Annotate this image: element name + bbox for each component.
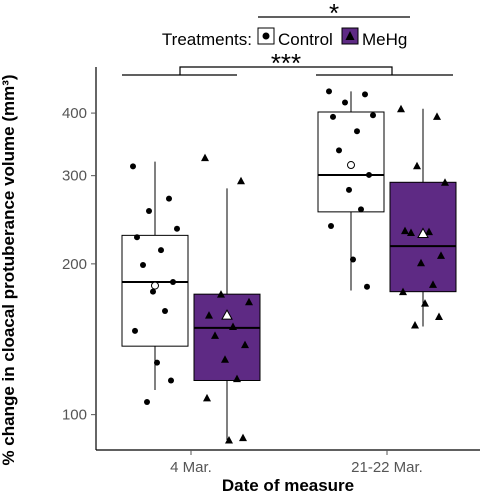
data-point [401,226,409,235]
data-point [170,279,176,286]
box-mehg-1 [389,104,457,329]
data-point [241,340,249,349]
mean-marker [151,281,159,290]
legend: Treatments: Control MeHg [162,27,407,49]
box-control-0 [121,161,189,405]
data-point [413,161,421,170]
legend-key-mehg [341,27,359,45]
data-point [174,225,180,232]
legend-label-control: Control [278,30,333,49]
data-point [441,178,449,186]
x-axis-title: Date of measure [222,476,354,495]
significance-treatments: *** [122,48,453,78]
data-point [411,320,419,329]
y-tick-label-2: 300 [62,168,87,185]
data-point [336,147,342,154]
data-point [342,99,348,106]
x-tick-label-1: 21-22 Mar. [351,459,423,476]
data-point [132,327,138,334]
y-tick-label-1: 200 [62,256,87,273]
data-point [358,206,364,213]
data-point [166,195,172,202]
data-point [229,322,237,330]
data-point [350,256,356,263]
data-point [150,288,156,295]
data-point [399,287,407,296]
data-point [245,297,253,306]
y-axis-title: % change in cloacal protuberance volume … [0,74,18,465]
significance-treatments-label: *** [271,48,301,78]
box-body [317,111,385,213]
data-point [370,112,376,119]
data-point [205,311,213,319]
box-mehg-0 [193,153,261,444]
data-point [397,104,405,113]
data-point [354,128,360,135]
data-point [162,308,168,315]
data-point [433,112,441,120]
data-point [425,227,433,236]
legend-title: Treatments: [162,30,252,49]
data-point [366,171,372,178]
data-point [217,290,225,298]
data-point [203,393,211,402]
data-point [326,88,332,95]
data-point [168,377,174,384]
data-point [364,283,370,290]
y-tick-label-0: 100 [62,407,87,424]
data-point [330,113,336,120]
data-point [417,258,425,267]
mean-marker [221,309,233,320]
data-point [239,433,247,442]
data-point [158,247,164,254]
legend-key-control [257,27,275,45]
axes: 100 200 300 400 4 Mar. 21-22 Mar. [62,67,480,476]
data-point [346,186,352,193]
significance-dates-label: * [329,0,339,28]
data-point [154,359,160,366]
data-point [140,261,146,268]
data-point [437,251,445,259]
data-point [362,91,368,98]
data-point [201,153,209,162]
data-point [134,234,140,241]
data-point [144,398,150,405]
data-point [233,374,241,383]
box-body [193,293,261,381]
data-point [211,331,219,339]
data-point [435,312,443,321]
data-point [429,280,437,288]
data-point [328,223,334,230]
mean-marker [347,161,355,170]
y-tick-label-3: 400 [62,105,87,122]
data-point [237,176,245,185]
data-point [146,208,152,215]
data-point [221,355,229,363]
data-point [225,435,233,444]
data-point [407,228,415,237]
mean-marker [417,227,429,238]
legend-label-mehg: MeHg [362,30,407,49]
box-control-1 [317,88,385,291]
data-point [130,163,136,170]
significance-dates: * [258,0,410,28]
x-tick-label-0: 4 Mar. [170,459,212,476]
data-point [421,299,429,307]
